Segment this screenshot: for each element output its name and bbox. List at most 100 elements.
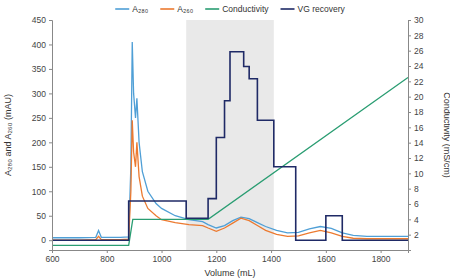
legend-label: VG recovery xyxy=(298,4,346,14)
tick-label: 0 xyxy=(41,235,46,245)
tick: 100 xyxy=(32,186,52,196)
tick: 250 xyxy=(32,113,52,123)
tick-mark xyxy=(49,191,52,192)
tick-mark xyxy=(408,127,411,128)
legend-item: A₂₆₀ xyxy=(160,4,193,14)
tick-label: 300 xyxy=(32,89,46,99)
tick: 24 xyxy=(408,61,424,71)
tick: 1800 xyxy=(372,250,391,264)
tick: 600 xyxy=(45,250,59,264)
tick: 350 xyxy=(32,64,52,74)
tick-mark xyxy=(162,250,163,253)
series-line xyxy=(52,120,408,240)
tick: 20 xyxy=(408,92,424,102)
tick-label: 1600 xyxy=(317,254,336,264)
tick: 50 xyxy=(37,211,52,221)
tick: 1200 xyxy=(207,250,226,264)
tick-label: 4 xyxy=(414,215,419,225)
legend-label: Conductivity xyxy=(222,4,269,14)
legend-label: A₂₈₀ xyxy=(132,4,148,14)
tick: 16 xyxy=(408,123,424,133)
tick-label: 1400 xyxy=(262,254,281,264)
tick: 28 xyxy=(408,31,424,41)
tick: 1400 xyxy=(262,250,281,264)
x-axis-title: Volume (mL) xyxy=(204,268,255,278)
x-axis: 600 800 1000 1200 1400 1600 1800 xyxy=(45,250,408,264)
tick-label: 1800 xyxy=(372,254,391,264)
tick-label: 400 xyxy=(32,40,46,50)
tick-mark xyxy=(408,51,411,52)
tick-mark xyxy=(408,189,411,190)
tick-mark xyxy=(271,250,272,253)
tick-label: 50 xyxy=(37,211,47,221)
plot-area xyxy=(52,20,408,250)
tick-mark xyxy=(49,167,52,168)
axis-line xyxy=(49,21,53,251)
tick: 800 xyxy=(100,250,114,264)
tick: 150 xyxy=(32,162,52,172)
tick: 12 xyxy=(408,153,424,163)
legend-swatch xyxy=(160,8,174,10)
tick-label: 10 xyxy=(414,169,424,179)
tick-mark xyxy=(408,219,411,220)
series-line xyxy=(52,52,408,240)
tick-label: 800 xyxy=(100,254,114,264)
y-axis-title: A₂₈₀ and A₂₆₀ (mAU) xyxy=(3,94,13,176)
tick-label: 6 xyxy=(414,199,419,209)
tick-label: 1200 xyxy=(207,254,226,264)
tick-label: 30 xyxy=(414,15,424,25)
tick-label: 26 xyxy=(414,46,424,56)
tick-mark xyxy=(49,93,52,94)
y2-axis: 24681012141618202224262830 xyxy=(408,15,424,250)
tick-mark xyxy=(408,66,411,67)
tick: 14 xyxy=(408,138,424,148)
legend-swatch xyxy=(205,8,219,10)
tick-label: 14 xyxy=(414,138,424,148)
tick: 200 xyxy=(32,138,52,148)
tick-label: 12 xyxy=(414,153,424,163)
tick-label: 100 xyxy=(32,186,46,196)
tick-mark xyxy=(216,250,217,253)
tick-label: 1000 xyxy=(153,254,172,264)
tick-mark xyxy=(49,240,52,241)
tick-mark xyxy=(107,250,108,253)
tick: 22 xyxy=(408,77,424,87)
tick-label: 18 xyxy=(414,107,424,117)
legend-item: Conductivity xyxy=(205,4,269,14)
tick-label: 28 xyxy=(414,31,424,41)
tick-mark xyxy=(408,81,411,82)
tick-label: 24 xyxy=(414,61,424,71)
tick-label: 8 xyxy=(414,184,419,194)
tick-label: 350 xyxy=(32,64,46,74)
y2-axis-title: Conductivity (mS/cm) xyxy=(442,92,450,178)
tick-mark xyxy=(408,97,411,98)
tick: 30 xyxy=(408,15,424,25)
tick-mark xyxy=(49,20,52,21)
tick: 1000 xyxy=(153,250,172,264)
tick: 26 xyxy=(408,46,424,56)
tick-mark xyxy=(49,216,52,217)
tick-mark xyxy=(408,20,411,21)
tick-label: 450 xyxy=(32,15,46,25)
tick-mark xyxy=(381,250,382,253)
tick: 450 xyxy=(32,15,52,25)
tick-mark xyxy=(408,35,411,36)
tick-mark xyxy=(326,250,327,253)
tick: 4 xyxy=(408,215,419,225)
tick-mark xyxy=(408,112,411,113)
tick-mark xyxy=(408,204,411,205)
legend-swatch xyxy=(281,8,295,10)
tick: 6 xyxy=(408,199,419,209)
tick: 1600 xyxy=(317,250,336,264)
tick: 300 xyxy=(32,89,52,99)
tick-label: 250 xyxy=(32,113,46,123)
tick: 8 xyxy=(408,184,419,194)
tick: 2 xyxy=(408,230,419,240)
legend-item: VG recovery xyxy=(281,4,346,14)
tick-label: 600 xyxy=(45,254,59,264)
axis-line xyxy=(53,251,409,254)
tick-mark xyxy=(408,235,411,236)
legend-label: A₂₆₀ xyxy=(177,4,193,14)
tick-label: 22 xyxy=(414,77,424,87)
y-axis: 0 50 100 150 200 250 300 350 400 450 xyxy=(32,15,53,250)
